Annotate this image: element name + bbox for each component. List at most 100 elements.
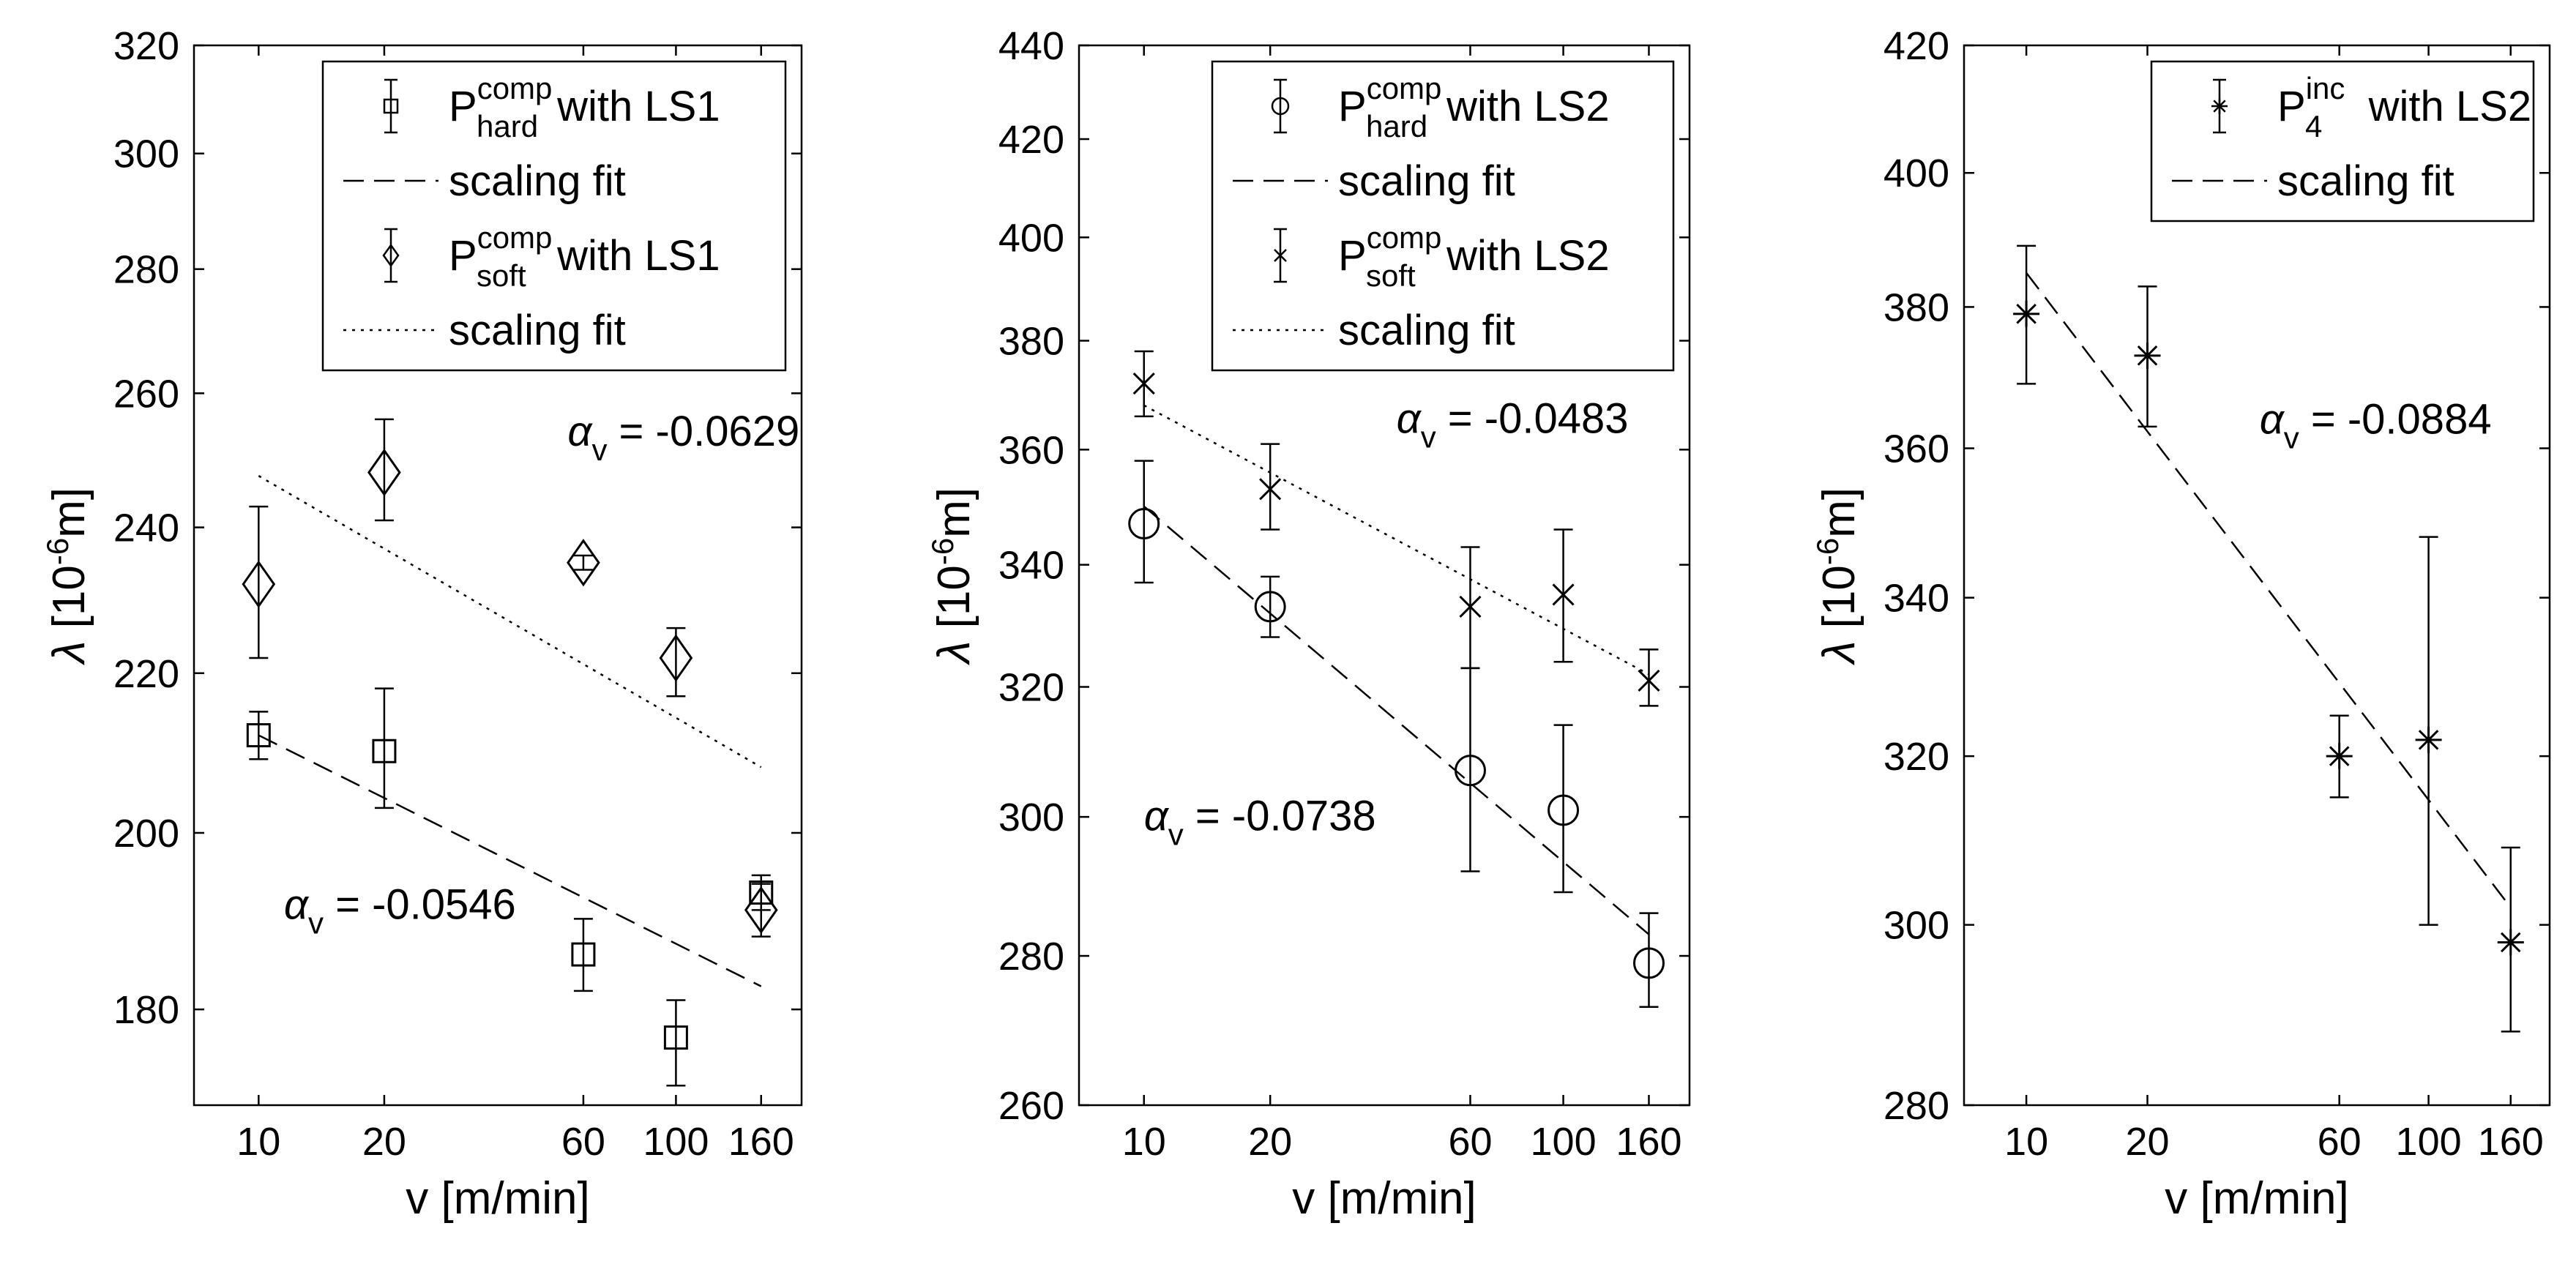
data-point [367,448,401,497]
legend-entry: scaling fit [343,307,626,354]
y-tick-label: 180 [113,988,179,1032]
y-tick-label: 340 [1884,577,1949,621]
y-tick-label: 300 [1884,904,1949,948]
series-1 [246,687,774,1087]
scaling-fit-line [1143,404,1650,676]
x-axis-label: v [m/min] [1292,1173,1476,1224]
legend-label: Pcomp soft with LS1 [449,220,720,293]
x-axis-label: v [m/min] [2165,1173,2348,1224]
legend-label-main: P [449,232,477,280]
data-point [571,942,596,967]
y-tick-label: 200 [113,812,179,856]
data-point [372,738,397,763]
legend-box [1211,60,1675,372]
x-tick-label: 60 [1448,1120,1492,1164]
y-tick-label: 300 [998,796,1064,839]
legend-label: scaling fit [449,307,626,354]
chart-panel-1: 180 200 220 240 260 280 300 320 10 20 60 100 160 v [m… [40,24,803,1224]
legend-box [2150,60,2535,222]
alpha-annotation: αv = -0.0629 [567,408,799,467]
x-tick-label: 60 [561,1120,605,1164]
legend-marker [382,228,400,283]
y-axis: 280 300 320 340 360 380 400 420 [1884,24,2550,1128]
x-tick-label: 100 [1531,1120,1597,1164]
y-tick-label: 320 [1884,735,1949,779]
alpha-subscript: v [308,905,324,940]
data-point [2497,929,2524,956]
legend-marker [383,78,399,134]
data-point [1638,669,1660,692]
legend-marker [1274,228,1287,283]
legend-label-rest: with LS2 [1435,232,1610,280]
legend-label: Pcomp soft with LS2 [1338,220,1610,293]
legend-entry: Pcomp soft with LS2 [1274,220,1610,293]
y-tick-label: 360 [1884,427,1949,471]
alpha-symbol: α [2260,396,2285,444]
alpha-subscript: v [1168,818,1184,852]
alpha-value: = -0.0884 [2299,396,2492,444]
y-axis-label: λ [10-6m] [1810,487,1864,665]
x-tick-label: 160 [728,1120,794,1164]
legend-entry: Pcomp hard with LS2 [1271,71,1610,143]
y-tick-label: 340 [998,544,1064,588]
y-tick-label: 380 [998,320,1064,364]
legend-marker [2211,78,2228,134]
y-axis-label-symbol: λ [929,641,979,666]
legend-label-subscript: soft [1366,258,1416,293]
legend-entry: Pcomp soft with LS1 [382,220,720,293]
legend-label-main: P [2277,83,2306,130]
data-point [744,886,778,934]
y-tick-label: 220 [113,652,179,696]
data-point [2013,300,2040,327]
alpha-value: = -0.0546 [324,880,516,928]
series-2 [242,418,778,938]
data-point [1454,755,1486,787]
y-axis-label-unit: [10 [44,565,94,628]
scaling-fit-line [258,734,762,987]
plot-area [1963,44,2551,1107]
alpha-symbol: α [1397,394,1422,442]
x-tick-label: 10 [1122,1120,1166,1164]
x-tick-label: 20 [2125,1120,2169,1164]
series-1 [2013,244,2524,1033]
alpha-subscript: v [591,433,607,467]
legend-label-rest: with LS1 [545,232,720,280]
alpha-annotation: αv = -0.0483 [1397,394,1629,454]
legend-label-superscript: inc [2306,71,2345,105]
alpha-symbol: α [284,880,310,928]
x-tick-label: 100 [643,1120,709,1164]
y-tick-label: 400 [1884,152,1949,195]
y-tick-label: 280 [113,248,179,292]
y-tick-label: 360 [998,428,1064,472]
alpha-symbol: α [567,408,593,455]
y-tick-label: 420 [998,118,1064,162]
data-point [1259,478,1282,501]
alpha-subscript: v [1421,419,1436,454]
y-tick-label: 240 [113,506,179,550]
legend-label-rest: with LS1 [545,83,720,130]
data-point [1128,508,1160,540]
legend-label: scaling fit [1338,307,1515,354]
legend: Pinc 4 with LS2 scaling fit [2150,60,2535,222]
y-axis-label: λ [10-6m] [40,487,94,665]
legend-label-superscript: comp [1367,220,1442,255]
scaling-fit-line [258,475,762,769]
x-tick-label: 10 [236,1120,280,1164]
y-tick-label: 400 [998,216,1064,260]
y-axis-label-space [44,628,94,640]
x-tick-label: 10 [2004,1120,2048,1164]
scaling-fit-line [1143,505,1650,935]
alpha-subscript: v [2284,421,2299,455]
legend-label: scaling fit [1338,157,1515,205]
x-tick-label: 20 [362,1120,406,1164]
y-tick-label: 260 [113,372,179,416]
legend-label-subscript: hard [1366,109,1427,143]
data-point [242,560,276,608]
y-axis-label-symbol: λ [1814,641,1864,666]
y-axis-label-unit-end: m] [1814,487,1864,538]
data-point [567,539,600,587]
legend-label-main: P [1338,83,1367,130]
